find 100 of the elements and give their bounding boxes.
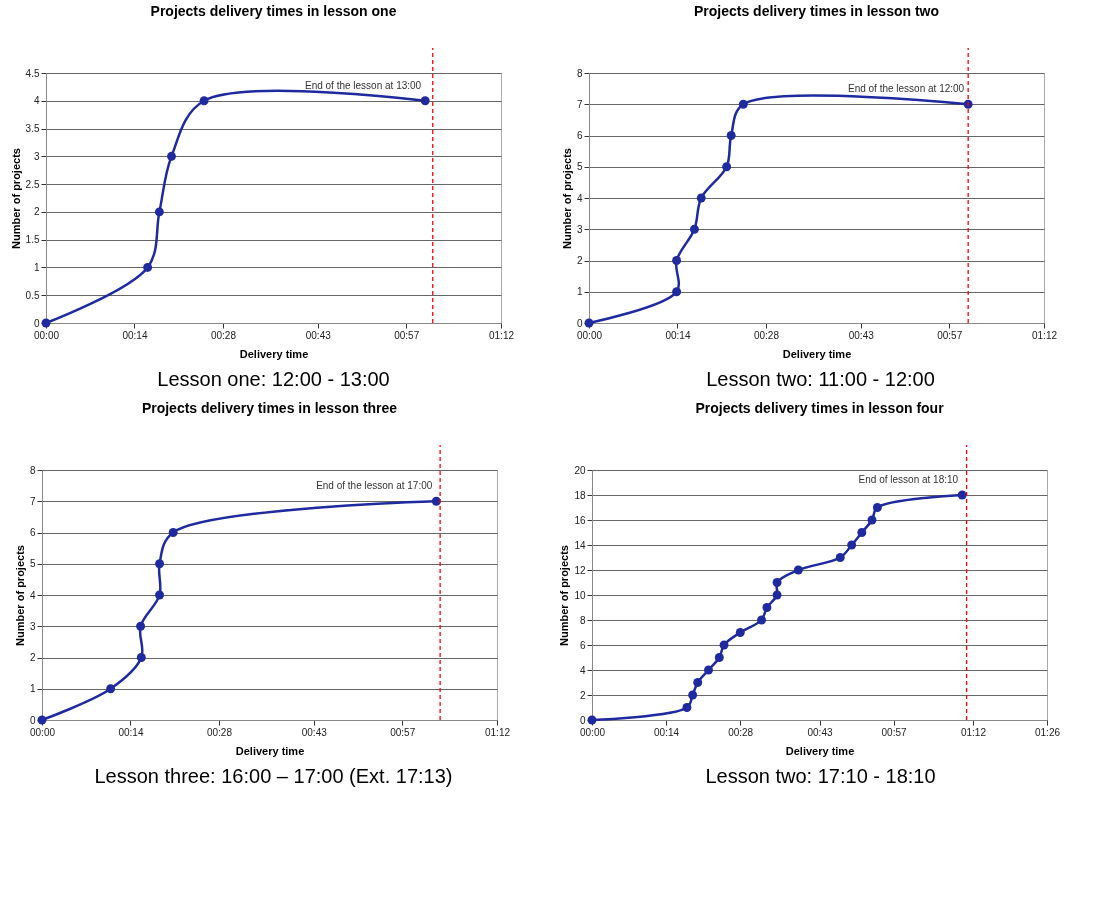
y-tick-label: 6 — [579, 639, 586, 651]
point — [106, 684, 116, 694]
text: Lesson two: 17:10 - 18:10 — [705, 765, 936, 788]
point — [696, 193, 706, 203]
x-tick-label: 00:14 — [122, 329, 148, 341]
point — [735, 628, 745, 637]
point — [693, 678, 703, 687]
y-tick-label: 18 — [574, 489, 586, 501]
point — [41, 318, 51, 328]
y-axis-title: Number of projects — [560, 148, 573, 249]
x-tick-label: 00:43 — [848, 329, 875, 341]
point — [719, 640, 729, 650]
x-tick-label: 00:00 — [576, 329, 603, 341]
annotation: End of lesson at 18:10 — [858, 474, 959, 485]
point — [136, 653, 146, 662]
chart-title: Projects delivery times in lesson one — [150, 3, 397, 20]
y-tick-label: 4.5 — [25, 67, 40, 79]
point — [689, 224, 699, 234]
y-tick-label: 7 — [576, 98, 583, 110]
y-tick-label: 0 — [29, 714, 36, 726]
point — [872, 503, 882, 512]
point — [762, 603, 772, 612]
y-tick-label: 5 — [576, 161, 583, 173]
y-tick-label: 2.5 — [25, 178, 40, 190]
text: Lesson one: 12:00 - 13:00 — [157, 368, 390, 391]
y-tick-label: 2 — [29, 652, 36, 663]
point — [682, 703, 692, 712]
y-tick-label: 2 — [576, 255, 583, 266]
y-tick-label: 8 — [29, 464, 36, 476]
y-tick-label: 3 — [576, 223, 583, 235]
x-tick-label: 01:12 — [488, 329, 515, 341]
point — [714, 653, 724, 662]
chart-title: Projects delivery times in lesson two — [693, 3, 940, 20]
y-tick-label: 3 — [33, 150, 40, 162]
point — [420, 96, 430, 106]
point — [867, 515, 877, 525]
x-axis-title: Delivery time — [782, 347, 852, 360]
y-tick-label: 1 — [33, 261, 40, 273]
x-axis-title: Delivery time — [239, 347, 309, 360]
point — [757, 615, 766, 625]
y-tick-label: 2 — [579, 689, 586, 701]
point — [587, 715, 597, 725]
x-tick-label: 00:57 — [881, 726, 908, 738]
x-axis-title: Delivery time — [235, 744, 305, 757]
chart-title: Projects delivery times in lesson four — [695, 400, 945, 417]
y-tick-label: 7 — [29, 495, 36, 507]
y-tick-label: 10 — [574, 589, 586, 601]
y-tick-label: 6 — [29, 527, 36, 538]
y-tick-label: 8 — [579, 614, 586, 626]
y-tick-label: 4 — [33, 95, 40, 107]
x-tick-label: 00:28 — [753, 329, 780, 341]
point — [726, 131, 736, 140]
point — [155, 559, 165, 569]
annotation: End of the lesson at 13:00 — [304, 79, 422, 91]
y-tick-label: 0 — [33, 317, 40, 329]
x-tick-label: 00:43 — [301, 726, 328, 738]
point — [155, 590, 165, 600]
x-tick-label: 00:28 — [210, 329, 237, 341]
x-tick-label: 00:00 — [579, 726, 606, 738]
y-tick-label: 3 — [29, 620, 36, 632]
x-axis-title: Delivery time — [785, 744, 855, 757]
y-axis-title: Number of projects — [9, 148, 22, 249]
y-tick-label: 3.5 — [25, 123, 40, 135]
point — [672, 256, 682, 265]
point — [857, 528, 867, 537]
point — [199, 96, 209, 106]
y-tick-label: 20 — [574, 464, 586, 476]
x-tick-label: 01:12 — [960, 726, 987, 738]
point — [704, 665, 713, 675]
y-tick-label: 5 — [29, 558, 36, 570]
x-tick-label: 00:28 — [728, 726, 754, 738]
text: Lesson three: 16:00 – 17:00 (Ext. 17:13) — [94, 765, 453, 788]
point — [772, 578, 782, 587]
y-axis-title: Number of projects — [13, 545, 26, 646]
x-tick-label: 00:57 — [937, 329, 963, 341]
point — [154, 207, 164, 217]
point — [957, 490, 967, 500]
x-tick-label: 00:14 — [665, 329, 691, 341]
point — [847, 540, 857, 550]
y-tick-label: 8 — [576, 67, 583, 79]
y-tick-label: 0 — [579, 714, 586, 726]
point — [167, 151, 176, 161]
point — [168, 528, 178, 537]
point — [37, 715, 47, 725]
point — [688, 690, 698, 700]
x-tick-label: 01:12 — [1031, 329, 1058, 341]
point — [136, 621, 146, 631]
y-tick-label: 12 — [574, 564, 586, 576]
x-tick-label: 00:00 — [33, 329, 60, 341]
chart-title: Projects delivery times in lesson three — [141, 400, 398, 417]
text: Lesson two: 11:00 - 12:00 — [706, 368, 935, 391]
x-tick-label: 00:43 — [807, 726, 833, 738]
y-tick-label: 16 — [574, 514, 586, 526]
x-tick-label: 00:28 — [206, 726, 233, 738]
y-tick-label: 2 — [33, 206, 40, 218]
x-tick-label: 00:43 — [305, 329, 332, 341]
annotation: End of the lesson at 17:00 — [316, 480, 433, 492]
y-tick-label: 0.5 — [25, 289, 40, 301]
y-tick-label: 6 — [576, 130, 583, 141]
x-tick-label: 00:14 — [118, 726, 144, 738]
